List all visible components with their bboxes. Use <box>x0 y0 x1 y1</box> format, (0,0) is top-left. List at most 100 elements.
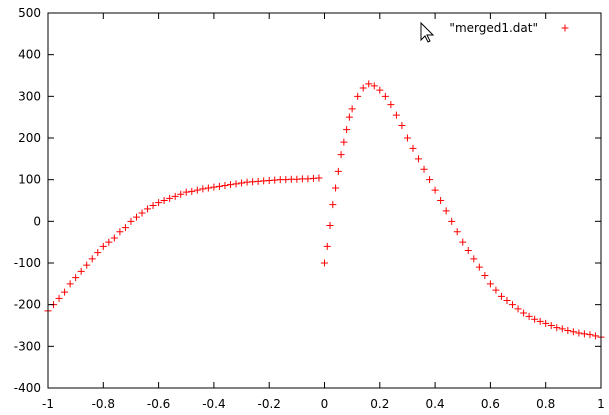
data-point <box>61 288 69 296</box>
legend-label: "merged1.dat" <box>449 21 538 35</box>
data-point <box>542 319 550 327</box>
data-point <box>558 325 566 333</box>
data-point <box>580 330 588 338</box>
data-point <box>121 224 129 232</box>
x-tick-label: -0.8 <box>92 397 115 411</box>
y-tick-label: 100 <box>18 173 41 187</box>
data-point <box>536 317 544 325</box>
x-tick-label: 0.8 <box>536 397 555 411</box>
data-point <box>448 217 456 225</box>
data-point <box>431 186 439 194</box>
data-point <box>321 259 328 267</box>
data-point <box>497 292 505 300</box>
data-point <box>437 197 445 204</box>
y-tick-label: 300 <box>18 89 41 103</box>
data-point <box>453 228 461 236</box>
data-point <box>155 199 163 207</box>
data-point <box>575 329 583 337</box>
data-point <box>88 255 96 263</box>
data-point <box>210 183 218 191</box>
data-point <box>370 82 378 90</box>
data-point <box>381 92 389 100</box>
data-point <box>177 190 185 198</box>
data-point <box>365 80 373 88</box>
data-point <box>232 180 240 188</box>
x-tick-label: -0.6 <box>147 397 170 411</box>
data-point <box>520 309 528 317</box>
data-point <box>238 179 246 187</box>
y-tick-label: 400 <box>18 48 41 62</box>
data-point <box>94 249 102 257</box>
x-tick-label: 0.6 <box>481 397 500 411</box>
data-point <box>149 202 157 209</box>
data-point <box>426 176 434 184</box>
data-point <box>144 205 152 213</box>
data-point <box>569 328 577 336</box>
x-tick-label: 1 <box>597 397 605 411</box>
data-point <box>160 197 168 204</box>
data-point <box>55 294 63 302</box>
data-point <box>509 301 517 309</box>
data-point <box>591 332 599 340</box>
data-point <box>348 105 356 113</box>
data-point <box>486 280 494 288</box>
y-tick-label: -200 <box>14 298 41 312</box>
y-tick-label: -400 <box>14 381 41 395</box>
data-point <box>77 267 85 275</box>
data-point <box>199 185 207 193</box>
data-point <box>132 213 140 221</box>
data-point <box>492 286 500 294</box>
data-point <box>442 207 450 215</box>
x-axis: -1 -0.8 -0.6 -0.4 -0.2 0 0.2 0.4 0.6 0.8 1 <box>42 13 605 411</box>
data-point <box>359 84 367 92</box>
data-point <box>166 194 174 202</box>
mouse-cursor-icon <box>420 21 435 43</box>
data-point <box>481 272 489 279</box>
data-point <box>531 315 539 323</box>
y-tick-label: 200 <box>18 131 41 145</box>
data-point <box>110 234 118 242</box>
data-point <box>204 184 212 192</box>
legend-marker-plus <box>561 24 569 32</box>
data-point <box>315 174 323 182</box>
data-point <box>420 165 428 173</box>
data-point <box>334 167 342 175</box>
data-point <box>564 327 572 334</box>
data-point <box>409 144 417 152</box>
legend-marker <box>561 24 569 32</box>
data-point <box>345 113 353 121</box>
data-point <box>99 242 107 250</box>
data-point <box>398 122 406 129</box>
data-point <box>403 134 411 142</box>
data-point <box>326 222 334 229</box>
data-point <box>547 322 555 329</box>
data-point <box>171 192 179 200</box>
data-point <box>332 184 340 192</box>
data-point <box>83 261 91 269</box>
y-tick-label: 0 <box>33 214 41 228</box>
x-tick-label: -0.4 <box>202 397 225 411</box>
data-point <box>475 263 483 271</box>
data-point <box>221 182 229 189</box>
data-point <box>105 238 113 246</box>
data-point <box>553 324 561 332</box>
data-point <box>503 297 511 304</box>
x-tick-label: 0 <box>321 397 329 411</box>
data-point <box>376 86 384 94</box>
data-point <box>354 92 362 100</box>
data-point <box>72 274 80 282</box>
data-point <box>215 182 223 190</box>
y-tick-label: -100 <box>14 256 41 270</box>
data-point <box>464 247 472 254</box>
data-point <box>193 186 201 194</box>
data-point <box>329 201 337 209</box>
data-point <box>586 331 594 339</box>
data-point <box>116 228 124 236</box>
y-axis: 500 400 300 200 100 0 -100 -200 -300 -400 <box>14 6 601 395</box>
data-point <box>514 305 522 313</box>
data-point <box>337 151 345 159</box>
y-tick-label: -300 <box>14 339 41 353</box>
data-point <box>226 181 234 189</box>
data-point <box>188 187 196 195</box>
